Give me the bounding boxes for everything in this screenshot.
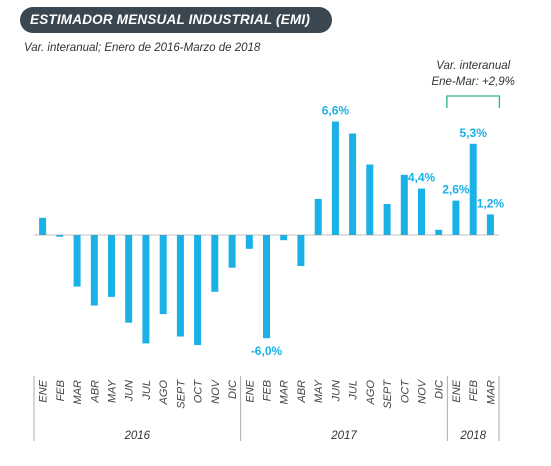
bar-1 — [56, 235, 64, 237]
tick-label-15: ABR — [296, 380, 308, 404]
tick-label-23: DIC — [434, 380, 446, 399]
tick-label-7: AGO — [158, 380, 170, 406]
tick-label-4: MAY — [107, 379, 119, 403]
chart-title: ESTIMADOR MENSUAL INDUSTRIAL (EMI) — [30, 12, 311, 27]
month-tick-labels: ENE FEB MAR ABR MAY JUN JUL AGO SEPT OCT NOV DIC ENE… — [38, 378, 498, 408]
bar-4 — [108, 235, 115, 297]
title-banner — [20, 7, 332, 33]
bar-19 — [366, 164, 374, 235]
tick-label-12: ENE — [244, 379, 256, 402]
tick-label-3: ABR — [89, 380, 101, 404]
bar-15 — [297, 235, 305, 266]
bar-13 — [263, 235, 270, 339]
data-label-1: 6,6% — [322, 104, 350, 118]
bar-11 — [228, 235, 236, 268]
bar-3 — [90, 235, 98, 306]
tick-label-18: JUL — [348, 380, 360, 401]
bar-5 — [125, 235, 133, 323]
bar-25 — [469, 143, 477, 235]
data-label-3: 2,6% — [442, 183, 470, 197]
bar-12 — [245, 235, 253, 249]
bar-8 — [176, 235, 184, 337]
year-label-1: 2017 — [330, 430, 357, 442]
bar-17 — [331, 121, 339, 235]
bar-18 — [349, 133, 357, 235]
annotation-bracket — [446, 95, 501, 108]
tick-label-13: FEB — [262, 380, 274, 401]
tick-label-16: MAY — [313, 379, 325, 403]
data-labels-group: -6,0% 6,6% 4,4% 2,6% 5,3% 1,2% — [251, 104, 505, 359]
tick-label-5: JUN — [124, 380, 136, 402]
tick-label-9: OCT — [193, 379, 205, 404]
bars-group — [39, 121, 494, 346]
tick-label-10: NOV — [210, 378, 222, 404]
bar-2 — [73, 235, 81, 287]
tick-label-24: ENE — [451, 379, 463, 402]
data-label-5: 1,2% — [477, 196, 505, 210]
bar-14 — [280, 235, 288, 241]
bar-22 — [418, 188, 425, 235]
year-group-labels: 2016 2017 2018 — [33, 376, 500, 442]
annotation-line-2: Ene-Mar: +2,9% — [431, 76, 514, 88]
tick-label-19: AGO — [365, 380, 377, 406]
tick-label-21: OCT — [399, 379, 411, 404]
annotation-line-1: Var. interanual — [436, 60, 510, 72]
bar-24 — [452, 200, 460, 235]
bar-23 — [435, 229, 443, 235]
tick-label-2: MAR — [72, 380, 84, 405]
annotation-group: Var. interanual Ene-Mar: +2,9% — [431, 60, 515, 108]
tick-label-14: MAR — [279, 380, 291, 405]
year-label-2: 2018 — [459, 430, 486, 442]
tick-label-0: ENE — [38, 379, 50, 402]
bar-20 — [383, 204, 391, 235]
bar-7 — [159, 235, 167, 315]
bar-6 — [142, 235, 150, 344]
tick-label-1: FEB — [55, 380, 67, 401]
tick-label-20: SEPT — [382, 379, 394, 409]
bar-16 — [314, 198, 322, 235]
tick-label-26: MAR — [485, 380, 497, 405]
data-label-4: 5,3% — [460, 126, 488, 140]
year-label-0: 2016 — [124, 430, 151, 442]
tick-label-22: NOV — [417, 378, 429, 404]
bar-9 — [194, 235, 202, 346]
tick-label-8: SEPT — [175, 379, 187, 409]
bar-10 — [211, 235, 219, 292]
bar-21 — [400, 174, 408, 235]
tick-label-17: JUN — [330, 380, 342, 402]
bar-0 — [39, 217, 47, 235]
data-label-2: 4,4% — [408, 171, 436, 185]
tick-label-6: JUL — [141, 380, 153, 401]
tick-label-11: DIC — [227, 380, 239, 399]
chart-subtitle: Var. interanual; Enero de 2016-Marzo de … — [24, 42, 261, 54]
tick-label-25: FEB — [468, 380, 480, 401]
bar-26 — [486, 214, 494, 235]
data-label-0: -6,0% — [251, 344, 283, 358]
